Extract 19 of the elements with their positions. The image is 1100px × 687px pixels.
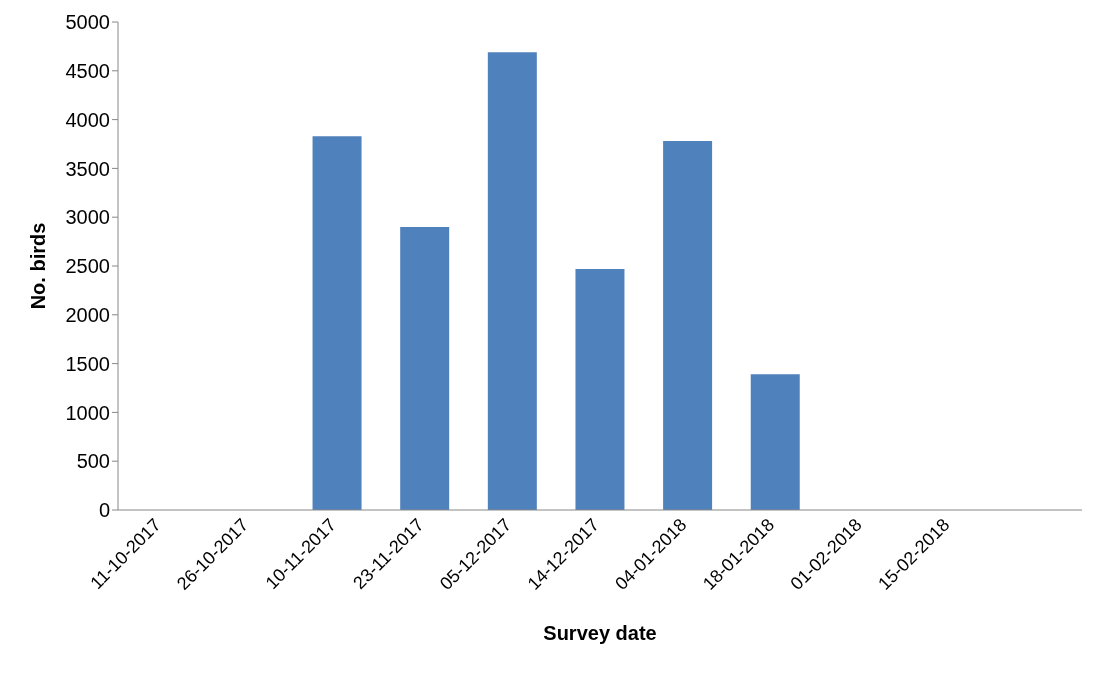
y-tick-label: 1500 [65, 352, 110, 375]
y-axis-title: No. birds [27, 222, 50, 310]
y-tick-label: 3500 [65, 157, 110, 180]
y-tick-label: 1000 [65, 401, 110, 424]
x-axis-title: Survey date [543, 622, 657, 644]
y-tick-label: 5000 [65, 11, 110, 34]
y-tick-label: 4500 [65, 59, 110, 82]
bar [663, 141, 713, 510]
bar [750, 374, 800, 510]
y-tick-label: 3000 [65, 206, 110, 229]
y-tick-label: 0 [98, 499, 110, 522]
bar [312, 136, 362, 510]
bar [400, 226, 450, 510]
y-tick-label: 4000 [65, 108, 110, 131]
y-tick-label: 2500 [65, 255, 110, 278]
bar [487, 52, 537, 510]
bar [575, 268, 625, 510]
y-tick-label: 2000 [65, 303, 110, 326]
y-tick-label: 500 [76, 450, 110, 473]
